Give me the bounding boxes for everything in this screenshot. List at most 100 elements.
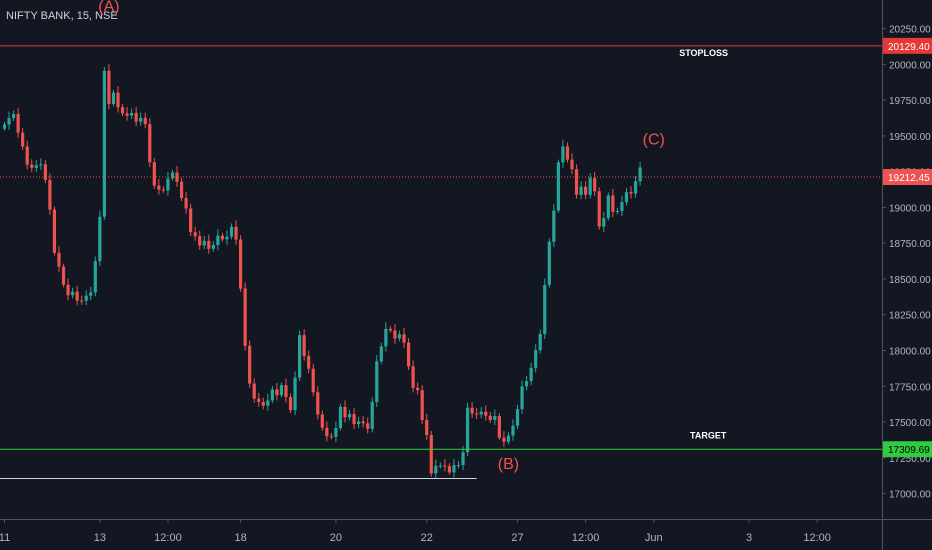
y-tick-label: 19000.00 xyxy=(889,203,931,214)
candle-body xyxy=(316,392,320,415)
candle-body xyxy=(139,117,143,122)
candle-body xyxy=(211,245,215,249)
price-badge xyxy=(883,169,932,186)
y-tick-label: 17750.00 xyxy=(889,382,931,393)
candle-body xyxy=(375,361,379,403)
candle-body xyxy=(366,423,370,429)
candle-body xyxy=(320,414,324,428)
candle-body xyxy=(370,402,374,429)
candle-body xyxy=(615,211,619,213)
candle-body xyxy=(216,235,220,246)
candle-body xyxy=(629,192,633,194)
price-badge xyxy=(883,441,932,458)
candle-body xyxy=(243,288,247,346)
candle-body xyxy=(302,335,306,357)
candle-body xyxy=(556,162,560,211)
candle-body xyxy=(597,191,601,227)
candle-body xyxy=(34,165,38,168)
candle-body xyxy=(475,413,479,415)
candle-body xyxy=(357,421,361,425)
candle-body xyxy=(189,208,193,233)
candle-body xyxy=(529,367,533,382)
candle-body xyxy=(275,389,279,396)
price-badge-label: 17309.69 xyxy=(888,445,930,456)
y-tick-label: 18000.00 xyxy=(889,346,931,357)
candle-body xyxy=(579,186,583,195)
candle-body xyxy=(584,186,588,195)
candle-body xyxy=(338,406,343,429)
candle-body xyxy=(633,181,638,194)
x-tick-label: 3 xyxy=(746,532,752,544)
candle-body xyxy=(538,333,542,351)
candle-body xyxy=(347,414,352,418)
candle-body xyxy=(207,240,211,249)
candle-body xyxy=(202,240,206,246)
candle-body xyxy=(593,177,597,192)
candle-body xyxy=(565,146,570,160)
candle-body xyxy=(220,235,225,240)
candle-body xyxy=(48,179,52,210)
y-tick-label: 17000.00 xyxy=(889,490,931,501)
candle-body xyxy=(102,70,106,217)
x-tick-label: 11 xyxy=(0,532,10,544)
x-tick-label: 12:00 xyxy=(154,532,182,544)
candle-body xyxy=(325,427,329,437)
candle-body xyxy=(111,92,116,105)
candle-body xyxy=(148,124,152,163)
candle-body xyxy=(134,112,138,122)
candle-body xyxy=(143,117,147,125)
candle-body xyxy=(161,189,165,191)
x-tick-label: 20 xyxy=(330,532,342,544)
candle-body xyxy=(611,195,615,212)
candle-body xyxy=(547,241,551,286)
candle-body xyxy=(248,345,252,384)
candle-body xyxy=(170,172,175,179)
candle-body xyxy=(279,385,284,396)
wave-label: (A) xyxy=(98,0,119,15)
candle-body xyxy=(93,261,97,293)
y-tick-label: 18500.00 xyxy=(889,275,931,286)
candle-body xyxy=(388,328,392,331)
candle-body xyxy=(52,209,57,253)
candle-body xyxy=(11,114,16,119)
candle-body xyxy=(438,465,442,467)
x-tick-label: Jun xyxy=(645,532,663,544)
candle-body xyxy=(71,291,75,296)
x-tick-label: 13 xyxy=(94,532,106,544)
candle-body xyxy=(193,232,197,237)
y-tick-label: 19500.00 xyxy=(889,132,931,143)
candle-body xyxy=(261,402,265,406)
x-tick-label: 12:00 xyxy=(572,532,600,544)
candle-body xyxy=(89,292,93,296)
y-tick-label: 18750.00 xyxy=(889,239,931,250)
candle-body xyxy=(298,335,302,378)
candle-body xyxy=(402,334,406,343)
chart-title: NIFTY BANK, 15, NSE xyxy=(6,10,118,22)
candle-body xyxy=(21,132,25,147)
candle-body xyxy=(570,159,574,170)
candle-body xyxy=(98,216,102,262)
x-tick-label: 18 xyxy=(234,532,246,544)
candle-body xyxy=(75,291,79,301)
candle-body xyxy=(465,407,470,453)
candle-body xyxy=(379,346,383,362)
candle-body xyxy=(307,356,311,369)
level-note: STOPLOSS xyxy=(679,48,728,58)
candle-body xyxy=(334,428,338,437)
candle-body xyxy=(384,328,388,347)
candle-body xyxy=(288,397,293,411)
y-tick-label: 17250.00 xyxy=(889,454,931,465)
candle-body xyxy=(416,387,420,391)
candle-body xyxy=(443,465,447,467)
candle-body xyxy=(470,407,474,414)
candle-body xyxy=(406,342,411,367)
y-tick-label: 18250.00 xyxy=(889,311,931,322)
candle-body xyxy=(125,113,129,116)
candle-body xyxy=(238,239,243,289)
candle-body xyxy=(80,300,84,302)
candle-body xyxy=(420,390,424,420)
y-tick-label: 19750.00 xyxy=(889,96,931,107)
candle-body xyxy=(461,452,465,466)
candle-body xyxy=(502,437,506,442)
